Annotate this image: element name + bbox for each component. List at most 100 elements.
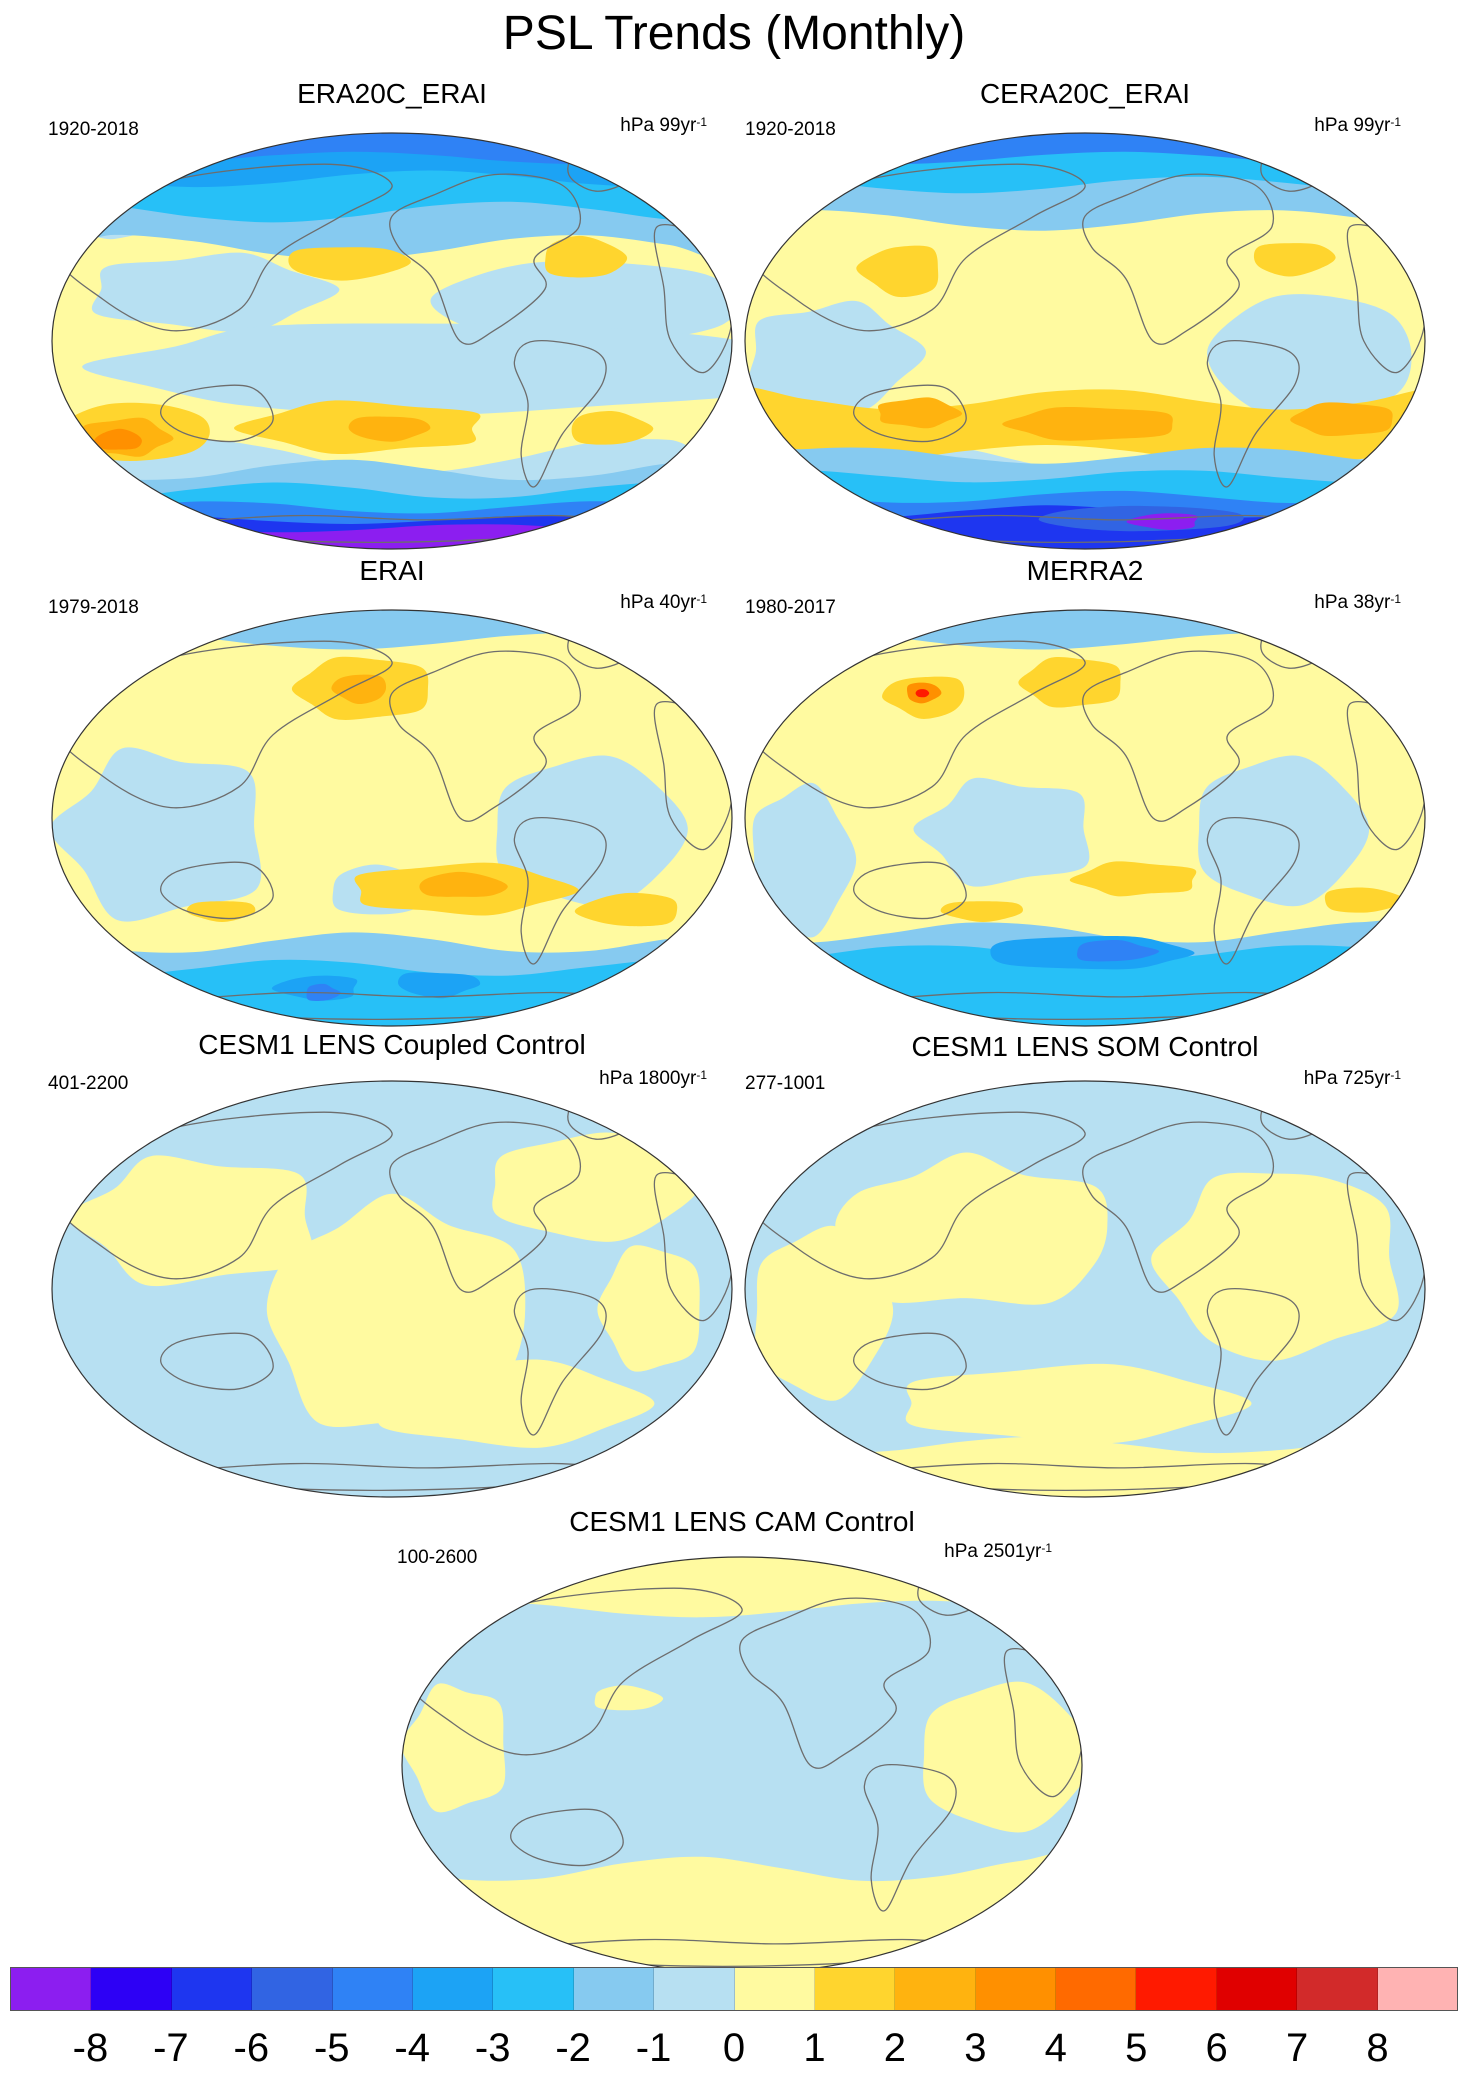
colorbar-swatch bbox=[573, 1968, 655, 2010]
colorbar-swatch bbox=[412, 1968, 494, 2010]
panel-units: hPa 1800yr-1 bbox=[599, 1068, 707, 1090]
coastline bbox=[1082, 650, 1274, 822]
colorbar-swatch bbox=[91, 1968, 172, 2010]
colorbar-tick-label: 3 bbox=[964, 2026, 987, 2070]
contour-region bbox=[940, 901, 1023, 922]
map-border bbox=[51, 609, 733, 1027]
coastline bbox=[1082, 173, 1274, 345]
colorbar-tick-label: 5 bbox=[1125, 2026, 1148, 2070]
coastline bbox=[1082, 1121, 1274, 1293]
panel-units: hPa 38yr-1 bbox=[1314, 592, 1401, 614]
coastline bbox=[853, 384, 967, 443]
panel-period: 1979-2018 bbox=[48, 597, 139, 618]
panel-title: CESM1 LENS CAM Control bbox=[569, 1506, 915, 1537]
contour-region bbox=[594, 1685, 664, 1711]
contour-region bbox=[66, 1155, 314, 1287]
contour-region bbox=[52, 747, 262, 922]
panel-units-exponent: -1 bbox=[1390, 1068, 1401, 1082]
panel-title: MERRA2 bbox=[1026, 555, 1144, 586]
panel-title: CESM1 LENS Coupled Control bbox=[198, 1029, 586, 1060]
panel-units-base: hPa 2501yr bbox=[944, 1541, 1042, 1562]
map-border bbox=[744, 132, 1426, 550]
coastline bbox=[749, 640, 1086, 809]
contour-region bbox=[835, 1152, 1108, 1305]
colorbar-swatch bbox=[171, 1968, 253, 2010]
contour-region bbox=[331, 674, 387, 705]
coastline bbox=[389, 1121, 581, 1293]
panel-units-base: hPa 1800yr bbox=[599, 1068, 697, 1089]
contour-region bbox=[186, 901, 256, 922]
panel-units-base: hPa 725yr bbox=[1303, 1068, 1391, 1089]
colorbar-swatch bbox=[332, 1968, 413, 2010]
colorbar-swatch bbox=[734, 1968, 815, 2010]
contour-region bbox=[288, 247, 411, 281]
colorbar bbox=[10, 1967, 1458, 2011]
contour-region bbox=[430, 261, 732, 345]
colorbar-tick-label: -3 bbox=[474, 2026, 511, 2070]
coastline bbox=[160, 861, 274, 920]
contour-region bbox=[752, 782, 857, 938]
colorbar-tick-label: 4 bbox=[1044, 2026, 1067, 2070]
map-border bbox=[744, 1080, 1426, 1498]
contour-region bbox=[91, 252, 340, 333]
colorbar-swatch bbox=[895, 1968, 976, 2010]
coastline bbox=[513, 1288, 607, 1436]
colorbar-tick-label: 7 bbox=[1285, 2026, 1309, 2070]
panel-units-exponent: -1 bbox=[1041, 1541, 1052, 1555]
map-som bbox=[744, 1080, 1426, 1498]
panel-units-exponent: -1 bbox=[1390, 592, 1401, 606]
contour-region bbox=[915, 689, 930, 698]
coastline bbox=[160, 1332, 274, 1391]
colorbar-swatch bbox=[493, 1968, 574, 2010]
colorbar-tick-label: 1 bbox=[803, 2026, 826, 2070]
colorbar-swatch bbox=[11, 1968, 92, 2010]
contour-region bbox=[571, 411, 654, 445]
contour-region bbox=[923, 1681, 1082, 1833]
colorbar-tick-label: -5 bbox=[313, 2026, 350, 2070]
coastline bbox=[1206, 340, 1300, 488]
panel-units: hPa 2501yr-1 bbox=[944, 1541, 1052, 1563]
colorbar-swatch bbox=[1377, 1968, 1458, 2010]
colorbar-tick-label: 6 bbox=[1205, 2026, 1228, 2070]
contour-region bbox=[749, 300, 926, 412]
panel-title: CERA20C_ERAI bbox=[979, 78, 1191, 109]
contour-region bbox=[1077, 939, 1160, 962]
contour-region bbox=[402, 1557, 1082, 1619]
contour-region bbox=[377, 1359, 655, 1448]
colorbar-tick-label: -6 bbox=[233, 2026, 270, 2070]
contour-region bbox=[398, 972, 481, 999]
coastline bbox=[739, 1597, 931, 1769]
panel-title: ERA20C_ERAI bbox=[297, 78, 487, 109]
colorbar-swatch bbox=[252, 1968, 333, 2010]
panel-units-base: hPa 99yr bbox=[620, 115, 697, 136]
contour-region bbox=[1290, 402, 1393, 437]
colorbar-swatch bbox=[1297, 1968, 1378, 2010]
map-cam bbox=[401, 1556, 1083, 1974]
figure-title: PSL Trends (Monthly) bbox=[502, 7, 966, 60]
panel-title: ERAI bbox=[359, 555, 425, 586]
map-era20c bbox=[51, 132, 733, 550]
panel-period: 100-2600 bbox=[397, 1547, 478, 1568]
colorbar-swatch bbox=[1136, 1968, 1217, 2010]
panel-units: hPa 40yr-1 bbox=[620, 592, 707, 614]
contour-region bbox=[745, 945, 1425, 1026]
panel-units-exponent: -1 bbox=[696, 1068, 707, 1082]
panel-units-base: hPa 38yr bbox=[1314, 592, 1391, 613]
contour-region bbox=[745, 1432, 1425, 1497]
contour-region bbox=[496, 755, 688, 907]
colorbar-tick-label: -1 bbox=[635, 2026, 672, 2070]
colorbar-swatch bbox=[975, 1968, 1057, 2010]
contour-region bbox=[52, 956, 732, 1026]
coastline bbox=[749, 1111, 1086, 1280]
contour-region bbox=[905, 1363, 1252, 1444]
coastline bbox=[56, 163, 393, 332]
contour-region bbox=[492, 1132, 700, 1242]
colorbar-swatch bbox=[1216, 1968, 1298, 2010]
colorbar-tick-label: 0 bbox=[722, 2026, 746, 2070]
panel-units-base: hPa 40yr bbox=[620, 592, 697, 613]
contour-region bbox=[1198, 755, 1370, 907]
colorbar-tick-label: 8 bbox=[1366, 2026, 1389, 2070]
panel-units: hPa 725yr-1 bbox=[1304, 1068, 1401, 1090]
coastline bbox=[863, 1764, 957, 1912]
coastline bbox=[406, 1587, 743, 1756]
